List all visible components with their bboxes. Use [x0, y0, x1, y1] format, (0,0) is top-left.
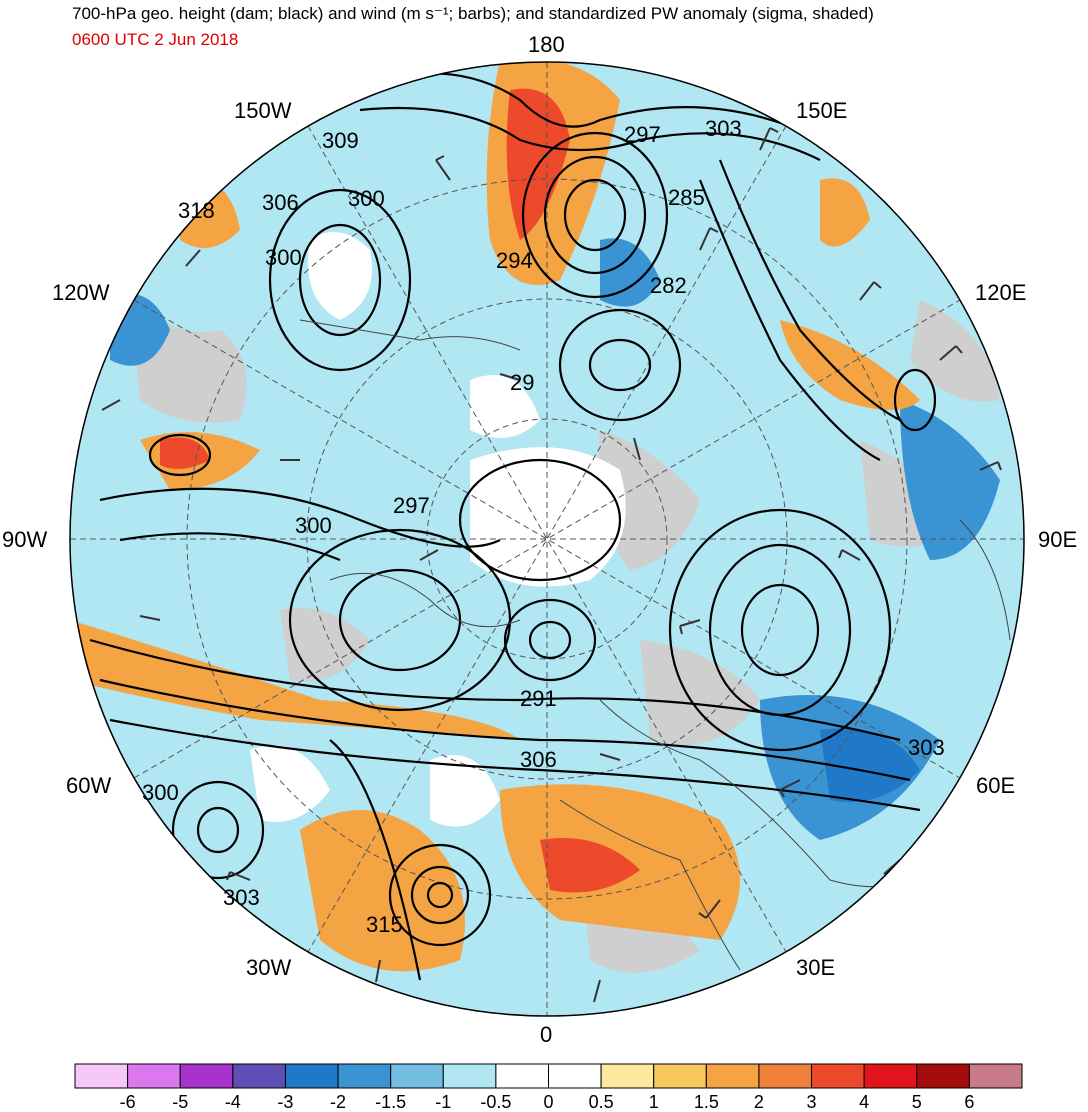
colorbar-tick-label: -6 [120, 1092, 136, 1112]
lon-label-120e: 120E [975, 280, 1026, 305]
colorbar-swatch [653, 1063, 707, 1089]
lon-label-90w: 90W [2, 527, 47, 552]
contour-label: 285 [668, 185, 705, 210]
lon-label-90e: 90E [1038, 527, 1077, 552]
colorbar-swatch [863, 1063, 918, 1089]
colorbar-tick-label: -5 [172, 1092, 188, 1112]
colorbar-tick-label: 0.5 [589, 1092, 614, 1112]
colorbar-tick-label: 1.5 [694, 1092, 719, 1112]
contour-label: 309 [322, 128, 359, 153]
height-contours [89, 72, 937, 982]
colorbar-swatch [442, 1063, 497, 1089]
colorbar-tick-label: 4 [859, 1092, 869, 1112]
colorbar-tick-label: 1 [649, 1092, 659, 1112]
colorbar-swatch [232, 1063, 286, 1089]
contour-value-labels: 309 306 300 300 318 294 297 303 285 282 … [142, 116, 945, 937]
contour-label: 318 [178, 198, 215, 223]
map-disk-outline [69, 61, 1025, 1017]
colorbar-swatch [179, 1063, 234, 1089]
colorbar-swatch [548, 1063, 602, 1089]
contour-label: 300 [295, 513, 332, 538]
colorbar-swatch [600, 1063, 655, 1089]
contour-label: 29 [510, 370, 534, 395]
colorbar-tick-label: -3 [277, 1092, 293, 1112]
contour-label: 300 [348, 186, 385, 211]
contour-label: 282 [650, 273, 687, 298]
contour-label: 291 [520, 686, 557, 711]
contour-label: 297 [393, 493, 430, 518]
colorbar-tick-label: -4 [225, 1092, 241, 1112]
colorbar-swatch [968, 1063, 1023, 1089]
contour-label: 297 [624, 122, 661, 147]
map-title: 700-hPa geo. height (dam; black) and win… [72, 4, 874, 23]
map-valid-time: 0600 UTC 2 Jun 2018 [72, 30, 239, 49]
contour-label: 303 [223, 885, 260, 910]
lon-label-120w: 120W [52, 280, 110, 305]
colorbar-tick-label: 3 [807, 1092, 817, 1112]
lon-label-60e: 60E [976, 773, 1015, 798]
contour-label: 315 [366, 912, 403, 937]
colorbar-tick-label: 2 [754, 1092, 764, 1112]
colorbar-swatch [337, 1063, 392, 1089]
colorbar-tick-label: -0.5 [480, 1092, 511, 1112]
contour-label: 306 [520, 747, 557, 772]
lon-label-30e: 30E [796, 955, 835, 980]
lon-label-60w: 60W [66, 773, 111, 798]
colorbar-swatch [705, 1063, 760, 1089]
contour-label: 306 [262, 190, 299, 215]
colorbar-tick-label: 0 [543, 1092, 553, 1112]
colorbar: -6 -5 -4 -3 -2 -1.5 -1 -0.5 0 0.5 1 1.5 2 3 4 5 6 [74, 1063, 1023, 1112]
longitude-labels: 180 150E 120E 90E 60E 30E 0 30W 60W 90W … [2, 32, 1077, 1047]
contour-label: 294 [496, 248, 533, 273]
map-disk [70, 62, 1024, 1016]
colorbar-swatch [127, 1063, 181, 1089]
contour-label: 300 [265, 245, 302, 270]
lon-label-30w: 30W [246, 955, 291, 980]
strong-negative-anomaly [820, 728, 920, 802]
colorbar-swatch [916, 1063, 970, 1089]
colorbar-swatch [495, 1063, 550, 1089]
colorbar-tick-label: 6 [964, 1092, 974, 1112]
colorbar-tick-label: -1 [435, 1092, 451, 1112]
lon-label-180: 180 [528, 32, 565, 57]
colorbar-swatch [74, 1063, 129, 1089]
contour-label: 303 [705, 116, 742, 141]
lon-label-150e: 150E [796, 98, 847, 123]
coastlines [299, 319, 1011, 971]
colorbar-swatch [811, 1063, 865, 1089]
colorbar-swatch [390, 1063, 444, 1089]
contour-label: 300 [142, 780, 179, 805]
colorbar-swatch [284, 1063, 339, 1089]
colorbar-tick-label: -2 [330, 1092, 346, 1112]
colorbar-swatch [758, 1063, 813, 1089]
colorbar-tick-label: 5 [912, 1092, 922, 1112]
contour-label: 303 [908, 735, 945, 760]
lon-label-150w: 150W [234, 98, 292, 123]
lon-label-0: 0 [540, 1022, 552, 1047]
neutral-anomaly-areas [250, 232, 626, 827]
colorbar-tick-label: -1.5 [375, 1092, 406, 1112]
